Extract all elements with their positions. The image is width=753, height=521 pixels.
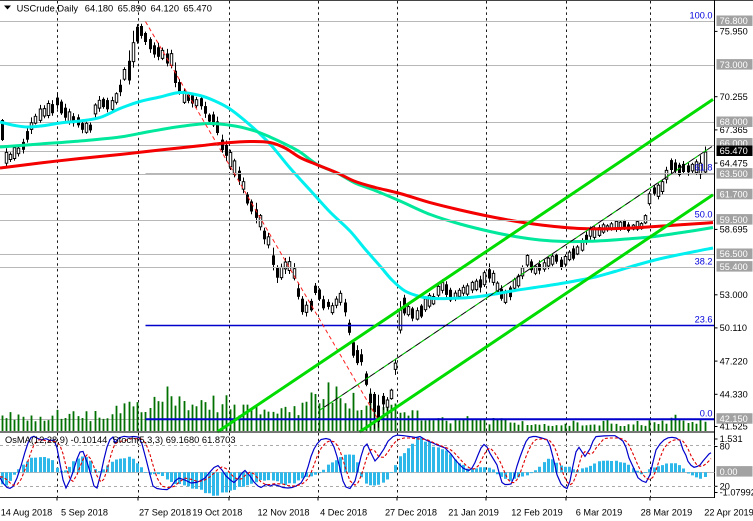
svg-text:44.330: 44.330	[720, 390, 748, 400]
svg-text:100.0: 100.0	[690, 11, 713, 21]
svg-text:0.0: 0.0	[700, 408, 713, 418]
svg-text:68.000: 68.000	[720, 117, 748, 127]
svg-text:14 Aug 2018: 14 Aug 2018	[1, 508, 53, 518]
svg-text:75.950: 75.950	[720, 27, 748, 37]
svg-text:50.0: 50.0	[695, 209, 713, 219]
svg-text:22 Apr 2019: 22 Apr 2019	[704, 508, 753, 518]
svg-text:28 Mar 2019: 28 Mar 2019	[641, 508, 693, 518]
svg-text:63.500: 63.500	[720, 169, 748, 179]
svg-text:61.700: 61.700	[720, 190, 748, 200]
svg-text:1.531: 1.531	[720, 434, 743, 444]
svg-text:38.2: 38.2	[695, 256, 713, 266]
svg-text:55.400: 55.400	[720, 262, 748, 272]
svg-text:42.150: 42.150	[720, 414, 748, 424]
svg-text:61.8: 61.8	[695, 163, 713, 173]
svg-text:12 Nov 2018: 12 Nov 2018	[257, 508, 309, 518]
svg-text:27 Sep 2018: 27 Sep 2018	[139, 508, 191, 518]
svg-text:73.000: 73.000	[720, 60, 748, 70]
svg-text:65.470: 65.470	[720, 146, 748, 156]
svg-text:5 Sep 2018: 5 Sep 2018	[61, 508, 108, 518]
svg-text:23.6: 23.6	[695, 314, 713, 324]
svg-text:21 Jan 2019: 21 Jan 2019	[448, 508, 499, 518]
svg-text:-1.07992: -1.07992	[720, 488, 753, 498]
svg-text:76.800: 76.800	[720, 16, 748, 26]
svg-text:19 Oct 2018: 19 Oct 2018	[192, 508, 242, 518]
svg-text:OsMA(12,28,9) -0.10144 Stoch(: OsMA(12,28,9) -0.10144 Stoch(5,3,3) 69.1…	[5, 435, 236, 445]
svg-text:27 Dec 2018: 27 Dec 2018	[385, 508, 437, 518]
svg-text:4 Dec 2018: 4 Dec 2018	[320, 508, 367, 518]
svg-text:20: 20	[720, 482, 730, 492]
svg-text:70.255: 70.255	[720, 92, 748, 102]
svg-text:6 Mar 2019: 6 Mar 2019	[576, 508, 622, 518]
svg-text:47.220: 47.220	[720, 356, 748, 366]
svg-text:80: 80	[720, 442, 730, 452]
svg-text:67.365: 67.365	[720, 125, 748, 135]
svg-text:58.695: 58.695	[720, 225, 748, 235]
svg-text:0.00: 0.00	[720, 467, 738, 477]
svg-text:56.500: 56.500	[720, 249, 748, 259]
svg-text:66.000: 66.000	[720, 139, 748, 149]
svg-text:59.500: 59.500	[720, 215, 748, 225]
svg-text:12 Feb 2019: 12 Feb 2019	[511, 508, 563, 518]
svg-text:53.000: 53.000	[720, 290, 748, 300]
svg-text:50.110: 50.110	[720, 323, 747, 333]
svg-text:64.475: 64.475	[720, 158, 748, 168]
svg-text:41.525: 41.525	[720, 422, 748, 432]
svg-text:64.180 65.890 64.120 65.470: 64.180 65.890 64.120 65.470	[85, 4, 212, 14]
svg-text:USCrude,Daily: USCrude,Daily	[17, 4, 79, 14]
